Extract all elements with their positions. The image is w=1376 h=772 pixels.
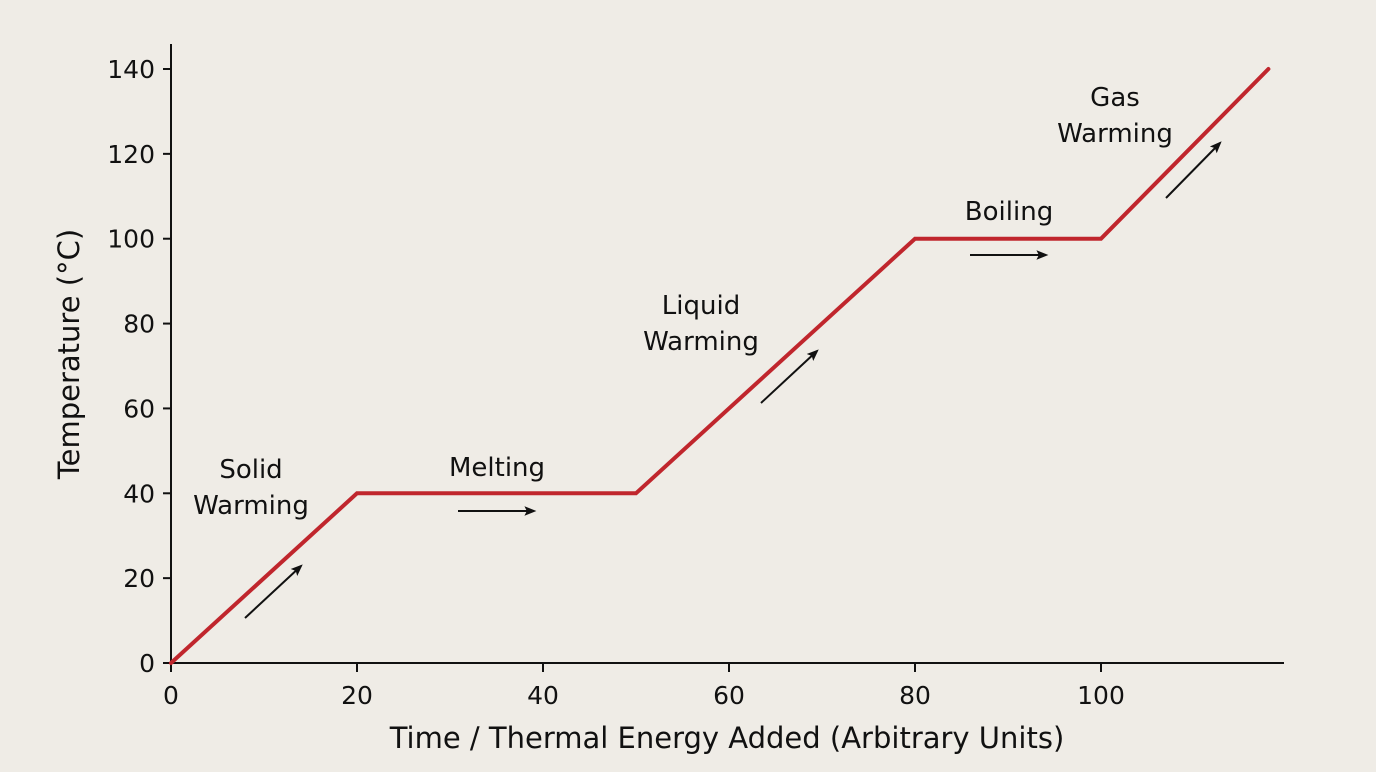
annotation-label: Gas bbox=[1090, 83, 1140, 113]
annotation-gas-warming: Gas Warming bbox=[1057, 83, 1222, 199]
annotation-solid-warming: Solid Warming bbox=[193, 455, 309, 619]
annotation-label: Liquid bbox=[662, 291, 740, 321]
arrow-icon bbox=[760, 349, 819, 404]
phase-annotations: SolidWarmingMeltingLiquidWarmingBoilingG… bbox=[193, 83, 1222, 619]
annotation-label: Boiling bbox=[965, 197, 1053, 227]
annotation-liquid-warming: Liquid Warming bbox=[643, 291, 819, 404]
y-tick-label: 140 bbox=[107, 55, 155, 84]
y-tick-label: 80 bbox=[123, 310, 155, 339]
y-tick-label: 120 bbox=[107, 140, 155, 169]
arrow-icon bbox=[244, 564, 303, 619]
y-tick-label: 40 bbox=[123, 479, 155, 508]
heating-curve-line bbox=[169, 67, 1271, 665]
annotation-label: Solid bbox=[219, 455, 282, 485]
y-tick-label: 0 bbox=[139, 649, 155, 678]
y-tick-label: 20 bbox=[123, 564, 155, 593]
y-tick-label: 60 bbox=[123, 394, 155, 423]
x-tick-label: 40 bbox=[527, 681, 559, 710]
annotation-boiling: Boiling bbox=[965, 197, 1053, 260]
x-tick-label: 100 bbox=[1077, 681, 1125, 710]
data-series bbox=[169, 67, 1271, 665]
x-tick-label: 60 bbox=[713, 681, 745, 710]
annotation-label: Warming bbox=[1057, 119, 1173, 149]
x-tick-label: 80 bbox=[899, 681, 931, 710]
x-axis-title: Time / Thermal Energy Added (Arbitrary U… bbox=[389, 721, 1065, 755]
annotation-melting: Melting bbox=[449, 453, 545, 516]
annotation-label: Warming bbox=[193, 491, 309, 521]
axis-ticks: 0 20 40 60 80 100 120 140 0 20 40 60 80 100 bbox=[107, 55, 1125, 710]
axes bbox=[163, 44, 1284, 671]
y-axis-title: Temperature (°C) bbox=[52, 229, 86, 480]
annotation-label: Melting bbox=[449, 453, 545, 483]
x-tick-label: 20 bbox=[341, 681, 373, 710]
arrow-icon bbox=[1165, 141, 1222, 199]
y-tick-label: 100 bbox=[107, 225, 155, 254]
annotation-label: Warming bbox=[643, 327, 759, 357]
x-tick-label: 0 bbox=[163, 681, 179, 710]
